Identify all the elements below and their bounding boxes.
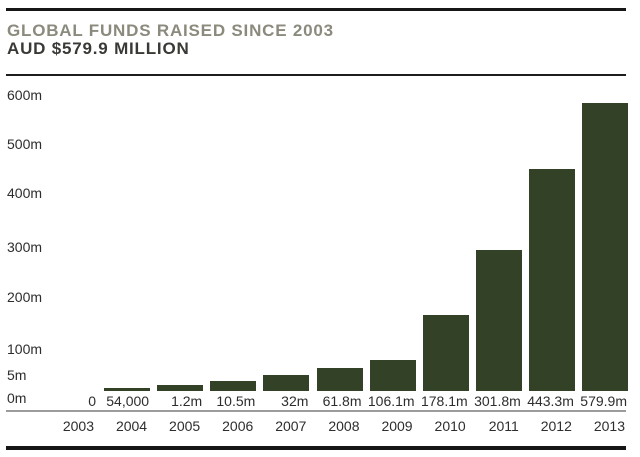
y-tick-200m: 200m [7,289,43,305]
year-label-2006: 2006 [222,418,254,434]
bar-2007 [263,374,310,391]
header-rule [6,74,626,76]
bar-2011 [475,250,522,391]
page-subtitle: AUD $579.9 MILLION [7,39,190,58]
bar-2009 [369,359,416,391]
value-label-2011: 301.8m [474,393,521,409]
y-tick-5m: 5m [7,367,27,383]
year-label-2005: 2005 [169,418,201,434]
year-label-2011: 2011 [488,418,519,434]
year-label-2010: 2010 [434,418,466,434]
value-label-2007: 32m [281,393,309,409]
year-label-2007: 2007 [275,418,307,434]
bar-2010 [422,315,469,391]
bar-2005 [157,384,204,391]
year-label-2012: 2012 [540,418,572,434]
bar-2006 [210,381,257,391]
value-label-2003: 0 [88,393,96,409]
value-label-2012: 443.3m [527,393,574,409]
year-label-2013: 2013 [593,418,625,434]
bar-2008 [316,367,363,391]
value-label-2004: 54,000 [106,393,150,409]
value-label-2009: 106.1m [367,393,415,409]
y-tick-500m: 500m [7,136,43,152]
y-tick-0m: 0m [7,390,27,406]
page-title: GLOBAL FUNDS RAISED SINCE 2003 [7,21,334,40]
year-label-2008: 2008 [328,418,360,434]
year-label-2003: 2003 [62,418,94,434]
year-label-2009: 2009 [381,418,413,434]
y-tick-400m: 400m [7,185,43,201]
value-label-2005: 1.2m [171,393,203,409]
value-label-2013: 579.9m [580,393,627,409]
bar-2004 [104,388,151,391]
bar-2013 [582,103,628,391]
top-rule [6,8,626,11]
value-label-2008: 61.8m [322,393,362,409]
value-label-2010: 178.1m [420,393,468,409]
bottom-rule [6,446,626,450]
y-tick-100m: 100m [7,341,43,357]
value-label-2006: 10.5m [216,393,256,409]
bar-2012 [528,169,575,391]
year-label-2004: 2004 [115,418,148,434]
y-tick-600m: 600m [7,87,43,103]
y-tick-300m: 300m [7,239,43,255]
x-axis-line [6,410,626,412]
